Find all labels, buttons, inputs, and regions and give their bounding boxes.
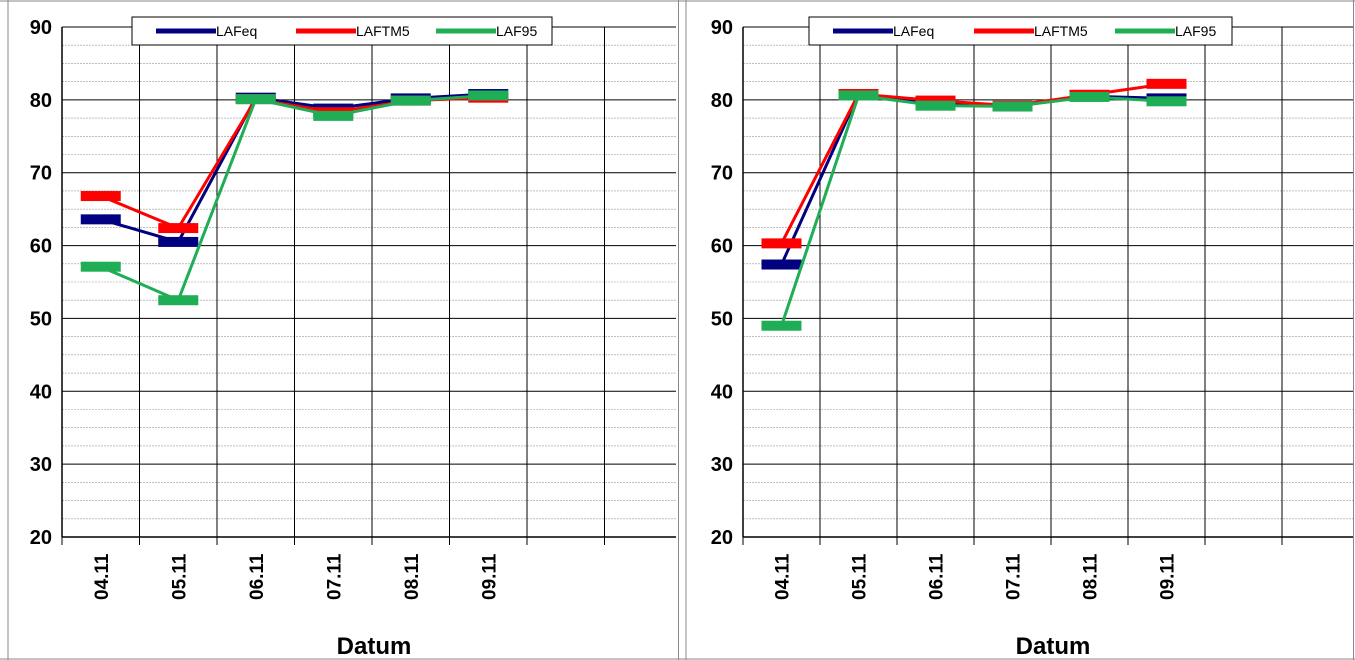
y-tick-label: 50 [711, 308, 733, 330]
chart-svg: 20 30 40 50 60 70 80 90 04.11 05.11 06.11 07.11 08.1… [0, 0, 678, 660]
y-tick-label: 90 [711, 17, 733, 39]
data-point [915, 100, 956, 111]
x-tick-label: 04.11 [92, 553, 113, 600]
data-point [390, 95, 431, 106]
y-tick-label: 20 [30, 527, 52, 549]
y-tick-label: 40 [711, 381, 733, 403]
x-tick-label: 07.11 [1004, 553, 1025, 600]
legend: LAFeq LAFTM5 LAF95 [131, 16, 553, 46]
grid-lines [742, 26, 1353, 545]
x-tick-label: 05.11 [169, 553, 190, 600]
y-tick-label: 80 [30, 90, 52, 112]
legend-label: LAFTM5 [356, 23, 410, 39]
data-point [80, 214, 121, 225]
legend-label: LAFeq [893, 23, 934, 39]
x-tick-label: 06.11 [247, 553, 268, 600]
x-tick-label: 09.11 [1158, 553, 1179, 600]
legend-label: LAFeq [216, 23, 257, 39]
legend-label: LAF95 [1175, 23, 1216, 39]
y-tick-label: 30 [30, 454, 52, 476]
y-tick-label: 70 [30, 163, 52, 185]
data-point [838, 90, 879, 101]
data-point [1146, 96, 1187, 107]
data-point [992, 101, 1033, 112]
data-point [313, 110, 354, 121]
x-tick-label: 04.11 [773, 553, 794, 600]
data-point [158, 295, 199, 306]
data-point [235, 94, 276, 105]
chart-svg: 20 30 40 50 60 70 80 90 04.11 05.11 06.11 07.11 08.1… [678, 0, 1355, 660]
chart-panel-right: 20 30 40 50 60 70 80 90 04.11 05.11 06.11 07.11 08.1… [678, 0, 1355, 660]
data-point [761, 259, 802, 270]
panel-divider [678, 0, 679, 660]
y-tick-label: 80 [711, 90, 733, 112]
x-axis-title: Datum [337, 633, 412, 660]
data-point [1069, 91, 1110, 102]
series-LAF95 [761, 90, 1187, 331]
data-point [1146, 78, 1187, 89]
data-point [468, 90, 509, 101]
x-tick-label: 06.11 [927, 553, 948, 600]
legend-label: LAF95 [496, 23, 537, 39]
data-point [80, 191, 121, 202]
y-tick-label: 40 [30, 381, 52, 403]
x-tick-label: 05.11 [850, 553, 871, 600]
data-point [915, 95, 956, 106]
data-point [158, 223, 199, 234]
y-tick-label: 60 [711, 236, 733, 258]
y-tick-label: 30 [711, 454, 733, 476]
data-point [80, 261, 121, 272]
legend-label: LAFTM5 [1034, 23, 1088, 39]
data-point [158, 236, 199, 247]
frame-edge-right [1353, 0, 1354, 660]
x-axis-title: Datum [1016, 633, 1091, 660]
x-tick-label: 08.11 [402, 553, 423, 600]
data-point [761, 320, 802, 331]
legend: LAFeq LAFTM5 LAF95 [808, 16, 1233, 46]
y-tick-label: 50 [30, 308, 52, 330]
grid-lines [61, 26, 676, 545]
series-LAF95 [80, 90, 509, 306]
y-tick-label: 90 [30, 17, 52, 39]
x-tick-label: 08.11 [1081, 553, 1102, 600]
y-tick-label: 60 [30, 236, 52, 258]
y-tick-label: 20 [711, 527, 733, 549]
data-point [761, 238, 802, 249]
y-tick-label: 70 [711, 163, 733, 185]
x-tick-label: 09.11 [479, 553, 500, 600]
x-tick-label: 07.11 [324, 553, 345, 600]
chart-panel-left: 20 30 40 50 60 70 80 90 04.11 05.11 06.11 07.11 08.1… [0, 0, 678, 660]
